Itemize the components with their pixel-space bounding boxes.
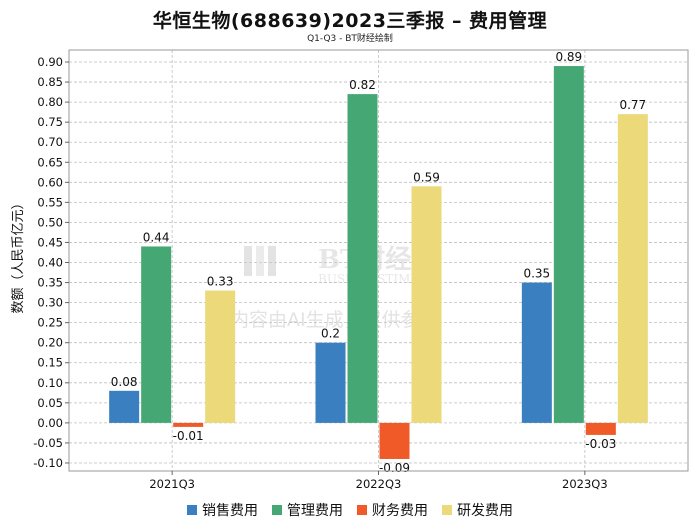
bar	[553, 66, 584, 423]
bar	[379, 422, 410, 459]
legend-item: 研发费用	[442, 500, 513, 520]
bars	[109, 66, 648, 459]
legend-label: 财务费用	[372, 503, 428, 519]
legend-swatch	[187, 505, 197, 515]
bar	[585, 422, 616, 435]
y-tick-label: -0.10	[33, 456, 63, 470]
y-tick-label: 0.80	[37, 95, 63, 109]
bar	[521, 282, 552, 423]
legend-label: 研发费用	[457, 503, 513, 519]
data-label: 0.44	[143, 230, 170, 244]
y-tick-label: 0.70	[37, 135, 63, 149]
y-tick-label: 0.85	[37, 75, 63, 89]
legend-label: 管理费用	[287, 503, 343, 519]
y-tick-label: 0.55	[37, 195, 63, 209]
watermark: BT财经 BUSINESSTIMES 内容由AI生成，仅供参考	[230, 244, 439, 331]
data-label: 0.77	[619, 98, 646, 112]
bar	[347, 94, 378, 423]
y-tick-label: 0.40	[37, 256, 63, 270]
data-label: 0.89	[555, 50, 582, 64]
legend-swatch	[357, 505, 367, 515]
y-tick-label: 0.25	[37, 316, 63, 330]
bar	[617, 114, 648, 423]
data-label: -0.09	[379, 461, 410, 475]
bar	[315, 342, 346, 423]
y-tick-label: 0.05	[37, 396, 63, 410]
y-tick-label: 0.45	[37, 235, 63, 249]
x-tick-label: 2022Q3	[356, 477, 402, 491]
legend-item: 销售费用	[187, 500, 258, 520]
legend-swatch	[442, 505, 452, 515]
legend-swatch	[272, 505, 282, 515]
data-label: 0.2	[321, 327, 340, 341]
data-labels: 0.08 0.2 0.35 0.44 0.82 0.89 -0.01 -0.09 -0.03 0.…	[111, 50, 646, 475]
data-label: 0.08	[111, 375, 138, 389]
y-tick-label: 0.90	[37, 55, 63, 69]
data-label: 0.82	[349, 78, 376, 92]
bar	[205, 290, 236, 423]
data-label: 0.59	[413, 170, 440, 184]
y-tick-label: 0.15	[37, 356, 63, 370]
watermark-logo-icon	[244, 246, 276, 276]
y-tick-label: 0.00	[37, 416, 63, 430]
y-tick-label: 0.60	[37, 175, 63, 189]
bar	[141, 246, 172, 423]
y-tick-label: 0.50	[37, 215, 63, 229]
data-label: -0.01	[173, 429, 204, 443]
y-tick-label: -0.05	[33, 436, 63, 450]
axes: 0.90 0.85 0.80 0.75 0.70 0.65 0.60 0.55 0.50 0.45…	[33, 49, 689, 491]
y-axis-label: 数额（人民币亿元）	[11, 196, 26, 313]
chart-title: 华恒生物(688639)2023三季报 – 费用管理	[152, 10, 548, 32]
bar	[109, 390, 140, 423]
legend-label: 销售费用	[202, 503, 258, 519]
grid-lines	[69, 50, 688, 471]
y-tick-label: 0.30	[37, 296, 63, 310]
watermark-notice: 内容由AI生成，仅供参考	[230, 309, 439, 331]
y-tick-label: 0.35	[37, 276, 63, 290]
bar	[173, 422, 204, 427]
y-tick-label: 0.20	[37, 336, 63, 350]
legend-item: 管理费用	[272, 500, 343, 520]
legend-item: 财务费用	[357, 500, 428, 520]
y-tick-label: 0.65	[37, 155, 63, 169]
x-tick-label: 2023Q3	[562, 477, 608, 491]
data-label: 0.33	[207, 275, 234, 289]
data-label: 0.35	[523, 267, 550, 281]
bar	[411, 186, 442, 423]
y-tick-label: 0.10	[37, 376, 63, 390]
chart-subtitle: Q1-Q3 - BT财经绘制	[307, 34, 393, 44]
y-tick-label: 0.75	[37, 115, 63, 129]
chart-legend: 销售费用 管理费用 财务费用 研发费用	[0, 500, 700, 520]
x-tick-label: 2021Q3	[149, 477, 195, 491]
data-label: -0.03	[585, 437, 616, 451]
